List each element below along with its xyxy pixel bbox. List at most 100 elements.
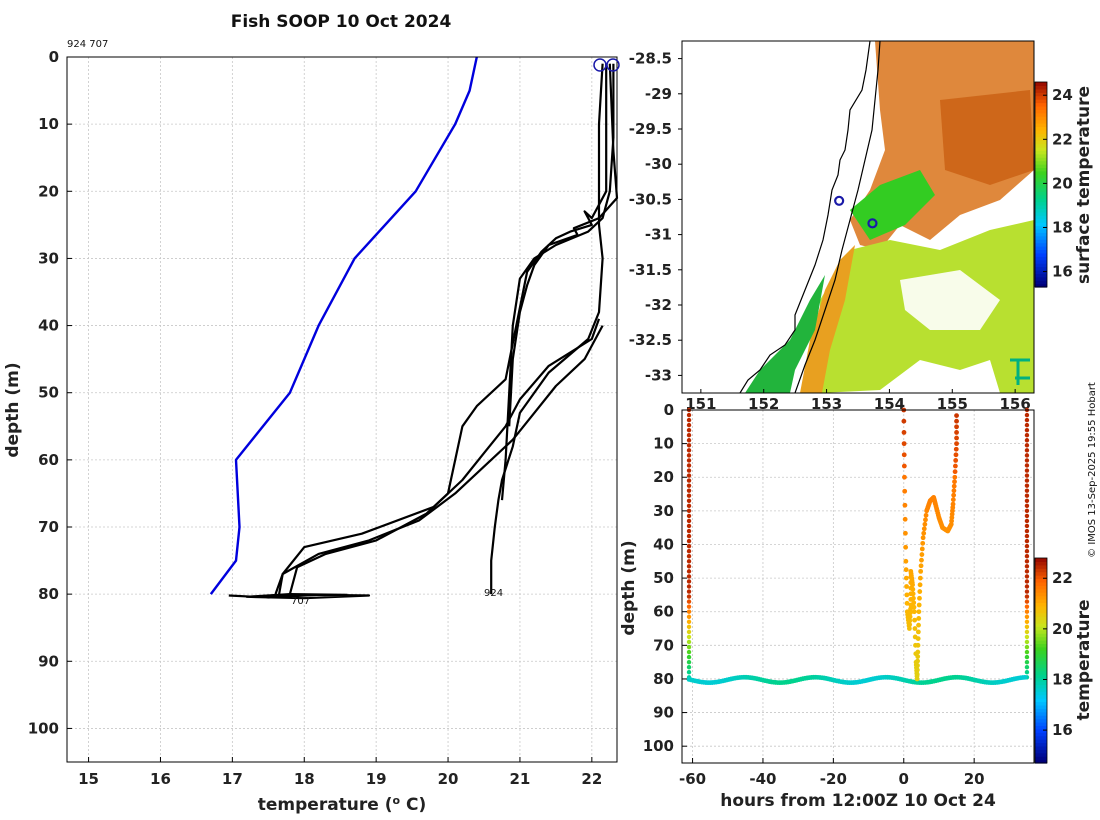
profile-point xyxy=(1024,629,1030,635)
profile-label-924: 924 xyxy=(484,588,503,599)
dive-point xyxy=(901,463,907,469)
colorbar-segment xyxy=(1035,123,1047,128)
br-x-tick-label: -60 xyxy=(679,770,706,788)
map-x-tick-label: 154 xyxy=(874,395,905,413)
colorbar-segment xyxy=(1035,239,1047,244)
series-line-bottom xyxy=(228,593,371,600)
colorbar-segment xyxy=(1035,653,1047,658)
colorbar-segment xyxy=(1035,698,1047,703)
profile-point xyxy=(686,584,692,589)
orange-coastal-strip xyxy=(800,245,855,393)
colorbar-segment xyxy=(1035,126,1047,131)
colorbar-segment xyxy=(1035,174,1047,179)
station-marker xyxy=(867,218,878,229)
x-tick-label: 16 xyxy=(150,770,171,788)
colorbar-segment xyxy=(1035,187,1047,192)
left-y-axis-label: depth (m) xyxy=(3,362,23,457)
dive-point xyxy=(910,582,915,588)
dive-point xyxy=(954,435,959,441)
colorbar-segment xyxy=(1035,626,1047,631)
dive-point xyxy=(915,642,921,648)
profile-point xyxy=(1024,574,1030,579)
dive-point xyxy=(923,512,929,518)
colorbar-segment xyxy=(1035,650,1047,655)
dive-point xyxy=(910,591,916,597)
dive-point xyxy=(911,604,917,610)
profile-point xyxy=(1024,543,1030,549)
profile-point xyxy=(686,579,692,584)
dive-point xyxy=(907,614,913,620)
coastline xyxy=(739,41,871,393)
profile-point xyxy=(686,538,692,544)
y-tick-label: 50 xyxy=(38,384,59,402)
map-colorbar-label: surface temperature xyxy=(1074,86,1094,284)
x-tick-label: 20 xyxy=(438,770,459,788)
profile-point xyxy=(1024,473,1030,478)
dive-point xyxy=(907,622,913,628)
colorbar-segment xyxy=(1035,88,1047,93)
chart-title: Fish SOOP 10 Oct 2024 xyxy=(231,12,452,32)
colorbar-tick-label: 16 xyxy=(1052,721,1073,739)
br-y-tick-label: 70 xyxy=(653,636,674,654)
profile-point xyxy=(1024,609,1030,614)
br-y-tick-label: 90 xyxy=(653,704,674,722)
profile-point xyxy=(686,498,692,503)
colorbar-segment xyxy=(1035,575,1047,580)
dive-point xyxy=(917,582,923,588)
colorbar-segment xyxy=(1035,105,1047,110)
profile-point xyxy=(1024,523,1030,529)
colorbar-tick-label: 18 xyxy=(1052,670,1073,688)
profile-point xyxy=(686,463,692,468)
profile-point xyxy=(1024,417,1030,423)
dive-point xyxy=(916,622,921,628)
colorbar-segment xyxy=(1035,599,1047,604)
tow-point xyxy=(1022,674,1028,680)
dive-point xyxy=(952,474,958,480)
br-x-axis-label: hours from 12:00Z 10 Oct 24 xyxy=(720,791,996,811)
colorbar-segment xyxy=(1035,235,1047,240)
profile-point xyxy=(1024,513,1030,519)
profile-point xyxy=(686,427,692,433)
profile-point xyxy=(1024,594,1030,599)
profile-point xyxy=(686,594,692,599)
series-line-707 xyxy=(508,63,619,427)
colorbar-segment xyxy=(1035,704,1047,709)
profile-point xyxy=(686,458,692,463)
profile-point xyxy=(686,503,692,509)
dive-point xyxy=(911,609,917,615)
dive-point xyxy=(914,676,920,682)
dive-point xyxy=(916,602,922,608)
profile-point xyxy=(686,453,692,458)
br-y-tick-label: 30 xyxy=(653,502,674,520)
profile-point xyxy=(1024,559,1030,564)
temperature-profile-chart: Fish SOOP 10 Oct 2024 924 707 15 16 17 18 19… xyxy=(3,12,620,815)
series-line-924 xyxy=(490,63,604,595)
profile-point xyxy=(1024,438,1030,443)
colorbar-segment xyxy=(1035,636,1047,641)
dive-point xyxy=(952,469,958,475)
colorbar-segment xyxy=(1035,667,1047,672)
br-y-tick-label: 20 xyxy=(653,468,674,486)
profile-point xyxy=(1024,493,1030,498)
dive-point xyxy=(919,557,924,563)
colorbar-segment xyxy=(1035,622,1047,627)
dive-point xyxy=(952,463,958,469)
profile-point xyxy=(686,417,692,423)
dive-point xyxy=(953,446,959,452)
colorbar-segment xyxy=(1035,259,1047,264)
profile-point xyxy=(1024,564,1030,569)
colorbar-segment xyxy=(1035,150,1047,155)
map-x-tick-label: 155 xyxy=(937,395,968,413)
profile-point xyxy=(1024,614,1030,619)
colorbar-segment xyxy=(1035,85,1047,90)
colorbar-segment xyxy=(1035,263,1047,268)
dive-point xyxy=(914,672,920,677)
colorbar-segment xyxy=(1035,273,1047,278)
profile-point xyxy=(686,448,692,453)
colorbar-segment xyxy=(1035,581,1047,586)
profile-point xyxy=(686,604,692,609)
x-tick-label: 15 xyxy=(78,770,99,788)
dive-point xyxy=(903,558,909,564)
profile-point xyxy=(1024,503,1030,509)
x-tick-label: 18 xyxy=(294,770,315,788)
